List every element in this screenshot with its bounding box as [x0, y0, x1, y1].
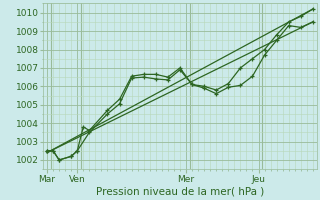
- X-axis label: Pression niveau de la mer( hPa ): Pression niveau de la mer( hPa ): [96, 187, 264, 197]
